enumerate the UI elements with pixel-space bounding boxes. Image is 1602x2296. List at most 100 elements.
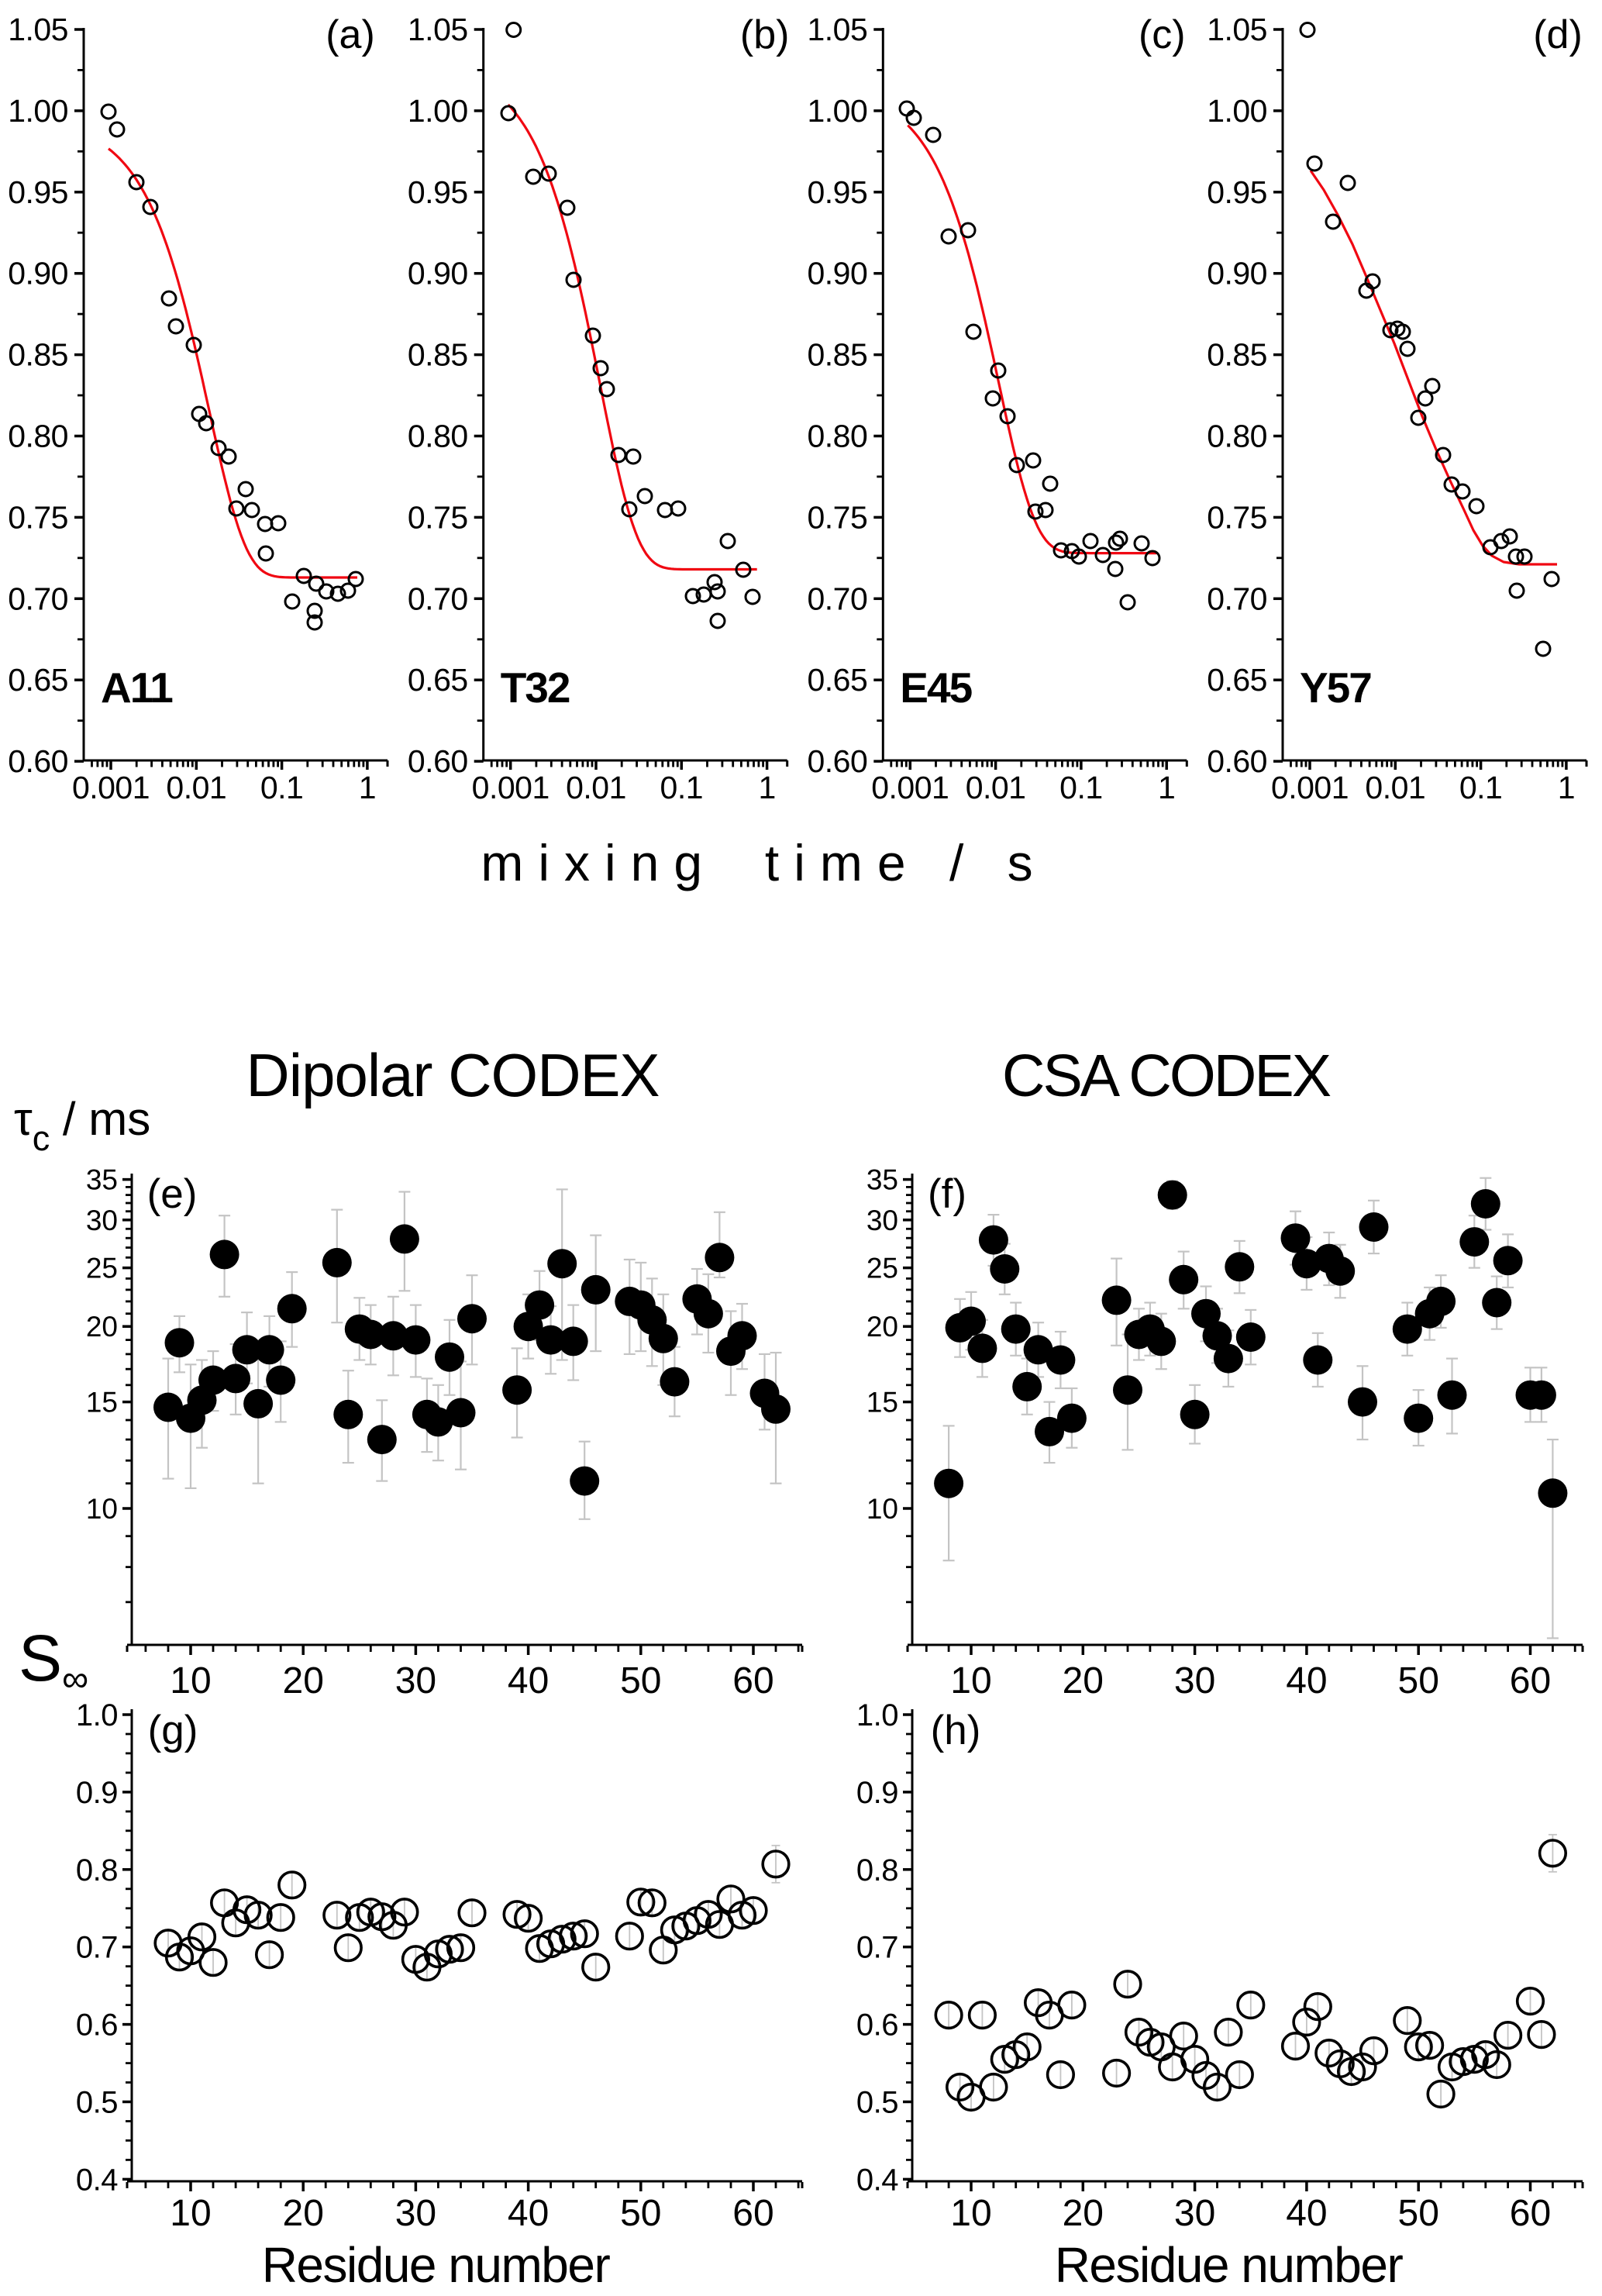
svg-text:0.1: 0.1 [260,770,304,805]
svg-text:0.6: 0.6 [76,2008,118,2043]
svg-text:20: 20 [1063,2193,1104,2234]
svg-text:A11: A11 [101,664,173,712]
svg-text:0.70: 0.70 [8,581,68,616]
svg-text:0.5: 0.5 [856,2086,898,2120]
svg-text:15: 15 [86,1387,118,1419]
svg-text:0.80: 0.80 [8,419,68,454]
svg-text:20: 20 [1063,1660,1104,1701]
svg-text:10: 10 [950,2193,991,2234]
svg-text:50: 50 [620,1660,661,1701]
svg-text:0.60: 0.60 [8,743,68,779]
svg-text:0.65: 0.65 [408,662,468,698]
svg-text:0.1: 0.1 [1059,770,1103,805]
svg-text:0.9: 0.9 [856,1776,898,1810]
svg-text:(a): (a) [326,12,375,57]
svg-text:0.95: 0.95 [1207,174,1267,210]
svg-text:mixing time / s: mixing time / s [481,834,1047,891]
svg-text:0.80: 0.80 [807,419,867,454]
svg-text:40: 40 [1286,2193,1327,2234]
svg-text:Y57: Y57 [1300,664,1371,712]
svg-text:0.4: 0.4 [76,2163,118,2197]
svg-text:40: 40 [508,1660,549,1701]
svg-text:0.85: 0.85 [408,337,468,373]
svg-text:0.1: 0.1 [660,770,704,805]
svg-text:0.01: 0.01 [166,770,226,805]
svg-text:20: 20 [86,1311,118,1343]
svg-text:25: 25 [866,1253,898,1284]
svg-text:10: 10 [866,1493,898,1525]
svg-text:(c): (c) [1139,12,1186,57]
svg-text:E45: E45 [900,664,972,712]
svg-text:30: 30 [866,1205,898,1236]
svg-text:0.90: 0.90 [807,256,867,291]
svg-text:30: 30 [395,1660,436,1701]
svg-text:0.65: 0.65 [8,662,68,698]
svg-text:S∞: S∞ [19,1622,88,1700]
svg-text:60: 60 [732,1660,773,1701]
svg-text:1.05: 1.05 [408,12,468,47]
svg-text:0.01: 0.01 [966,770,1026,805]
svg-text:0.75: 0.75 [807,499,867,535]
svg-text:40: 40 [1286,1660,1327,1701]
svg-text:10: 10 [86,1493,118,1525]
svg-text:60: 60 [732,2193,773,2234]
svg-text:1.00: 1.00 [807,93,867,129]
svg-text:(b): (b) [740,12,790,57]
svg-text:35: 35 [86,1164,118,1196]
svg-text:0.8: 0.8 [856,1853,898,1887]
svg-text:30: 30 [86,1205,118,1236]
svg-text:0.95: 0.95 [8,174,68,210]
svg-text:30: 30 [395,2193,436,2234]
svg-text:0.90: 0.90 [408,256,468,291]
svg-text:1.05: 1.05 [807,12,867,47]
svg-text:0.5: 0.5 [76,2086,118,2120]
svg-text:0.6: 0.6 [856,2008,898,2043]
svg-text:1.00: 1.00 [8,93,68,129]
svg-text:1.0: 1.0 [856,1698,898,1732]
svg-text:60: 60 [1510,2193,1551,2234]
svg-text:20: 20 [283,1660,324,1701]
svg-text:0.001: 0.001 [72,770,150,805]
svg-text:0.7: 0.7 [76,1931,118,1965]
svg-text:0.1: 0.1 [1459,770,1503,805]
svg-text:30: 30 [1174,2193,1215,2234]
svg-text:0.85: 0.85 [807,337,867,373]
svg-text:20: 20 [283,2193,324,2234]
svg-text:35: 35 [866,1164,898,1196]
svg-text:1.00: 1.00 [408,93,468,129]
svg-text:25: 25 [86,1253,118,1284]
svg-text:1.05: 1.05 [8,12,68,47]
svg-text:0.80: 0.80 [408,419,468,454]
svg-text:0.90: 0.90 [8,256,68,291]
svg-text:0.95: 0.95 [408,174,468,210]
svg-text:(h): (h) [931,1708,981,1753]
svg-text:0.01: 0.01 [1365,770,1425,805]
svg-text:0.85: 0.85 [8,337,68,373]
svg-text:0.001: 0.001 [472,770,550,805]
svg-text:0.95: 0.95 [807,174,867,210]
svg-text:1: 1 [1558,770,1575,805]
svg-text:Residue number: Residue number [262,2237,611,2293]
svg-text:50: 50 [1398,1660,1439,1701]
svg-text:0.9: 0.9 [76,1776,118,1810]
svg-text:1.0: 1.0 [76,1698,118,1732]
svg-text:0.65: 0.65 [807,662,867,698]
svg-text:10: 10 [950,1660,991,1701]
svg-text:15: 15 [866,1387,898,1419]
svg-text:0.01: 0.01 [566,770,626,805]
svg-text:0.90: 0.90 [1207,256,1267,291]
svg-text:0.75: 0.75 [1207,499,1267,535]
svg-text:0.80: 0.80 [1207,419,1267,454]
svg-text:0.65: 0.65 [1207,662,1267,698]
svg-text:10: 10 [170,2193,211,2234]
svg-text:Residue number: Residue number [1055,2237,1404,2293]
svg-text:Dipolar CODEX: Dipolar CODEX [246,1041,659,1109]
svg-text:0.85: 0.85 [1207,337,1267,373]
svg-text:(f): (f) [928,1171,966,1217]
svg-text:1: 1 [1158,770,1175,805]
svg-text:0.8: 0.8 [76,1853,118,1887]
svg-text:0.4: 0.4 [856,2163,898,2197]
svg-text:0.60: 0.60 [1207,743,1267,779]
svg-text:0.75: 0.75 [408,499,468,535]
svg-text:20: 20 [866,1311,898,1343]
